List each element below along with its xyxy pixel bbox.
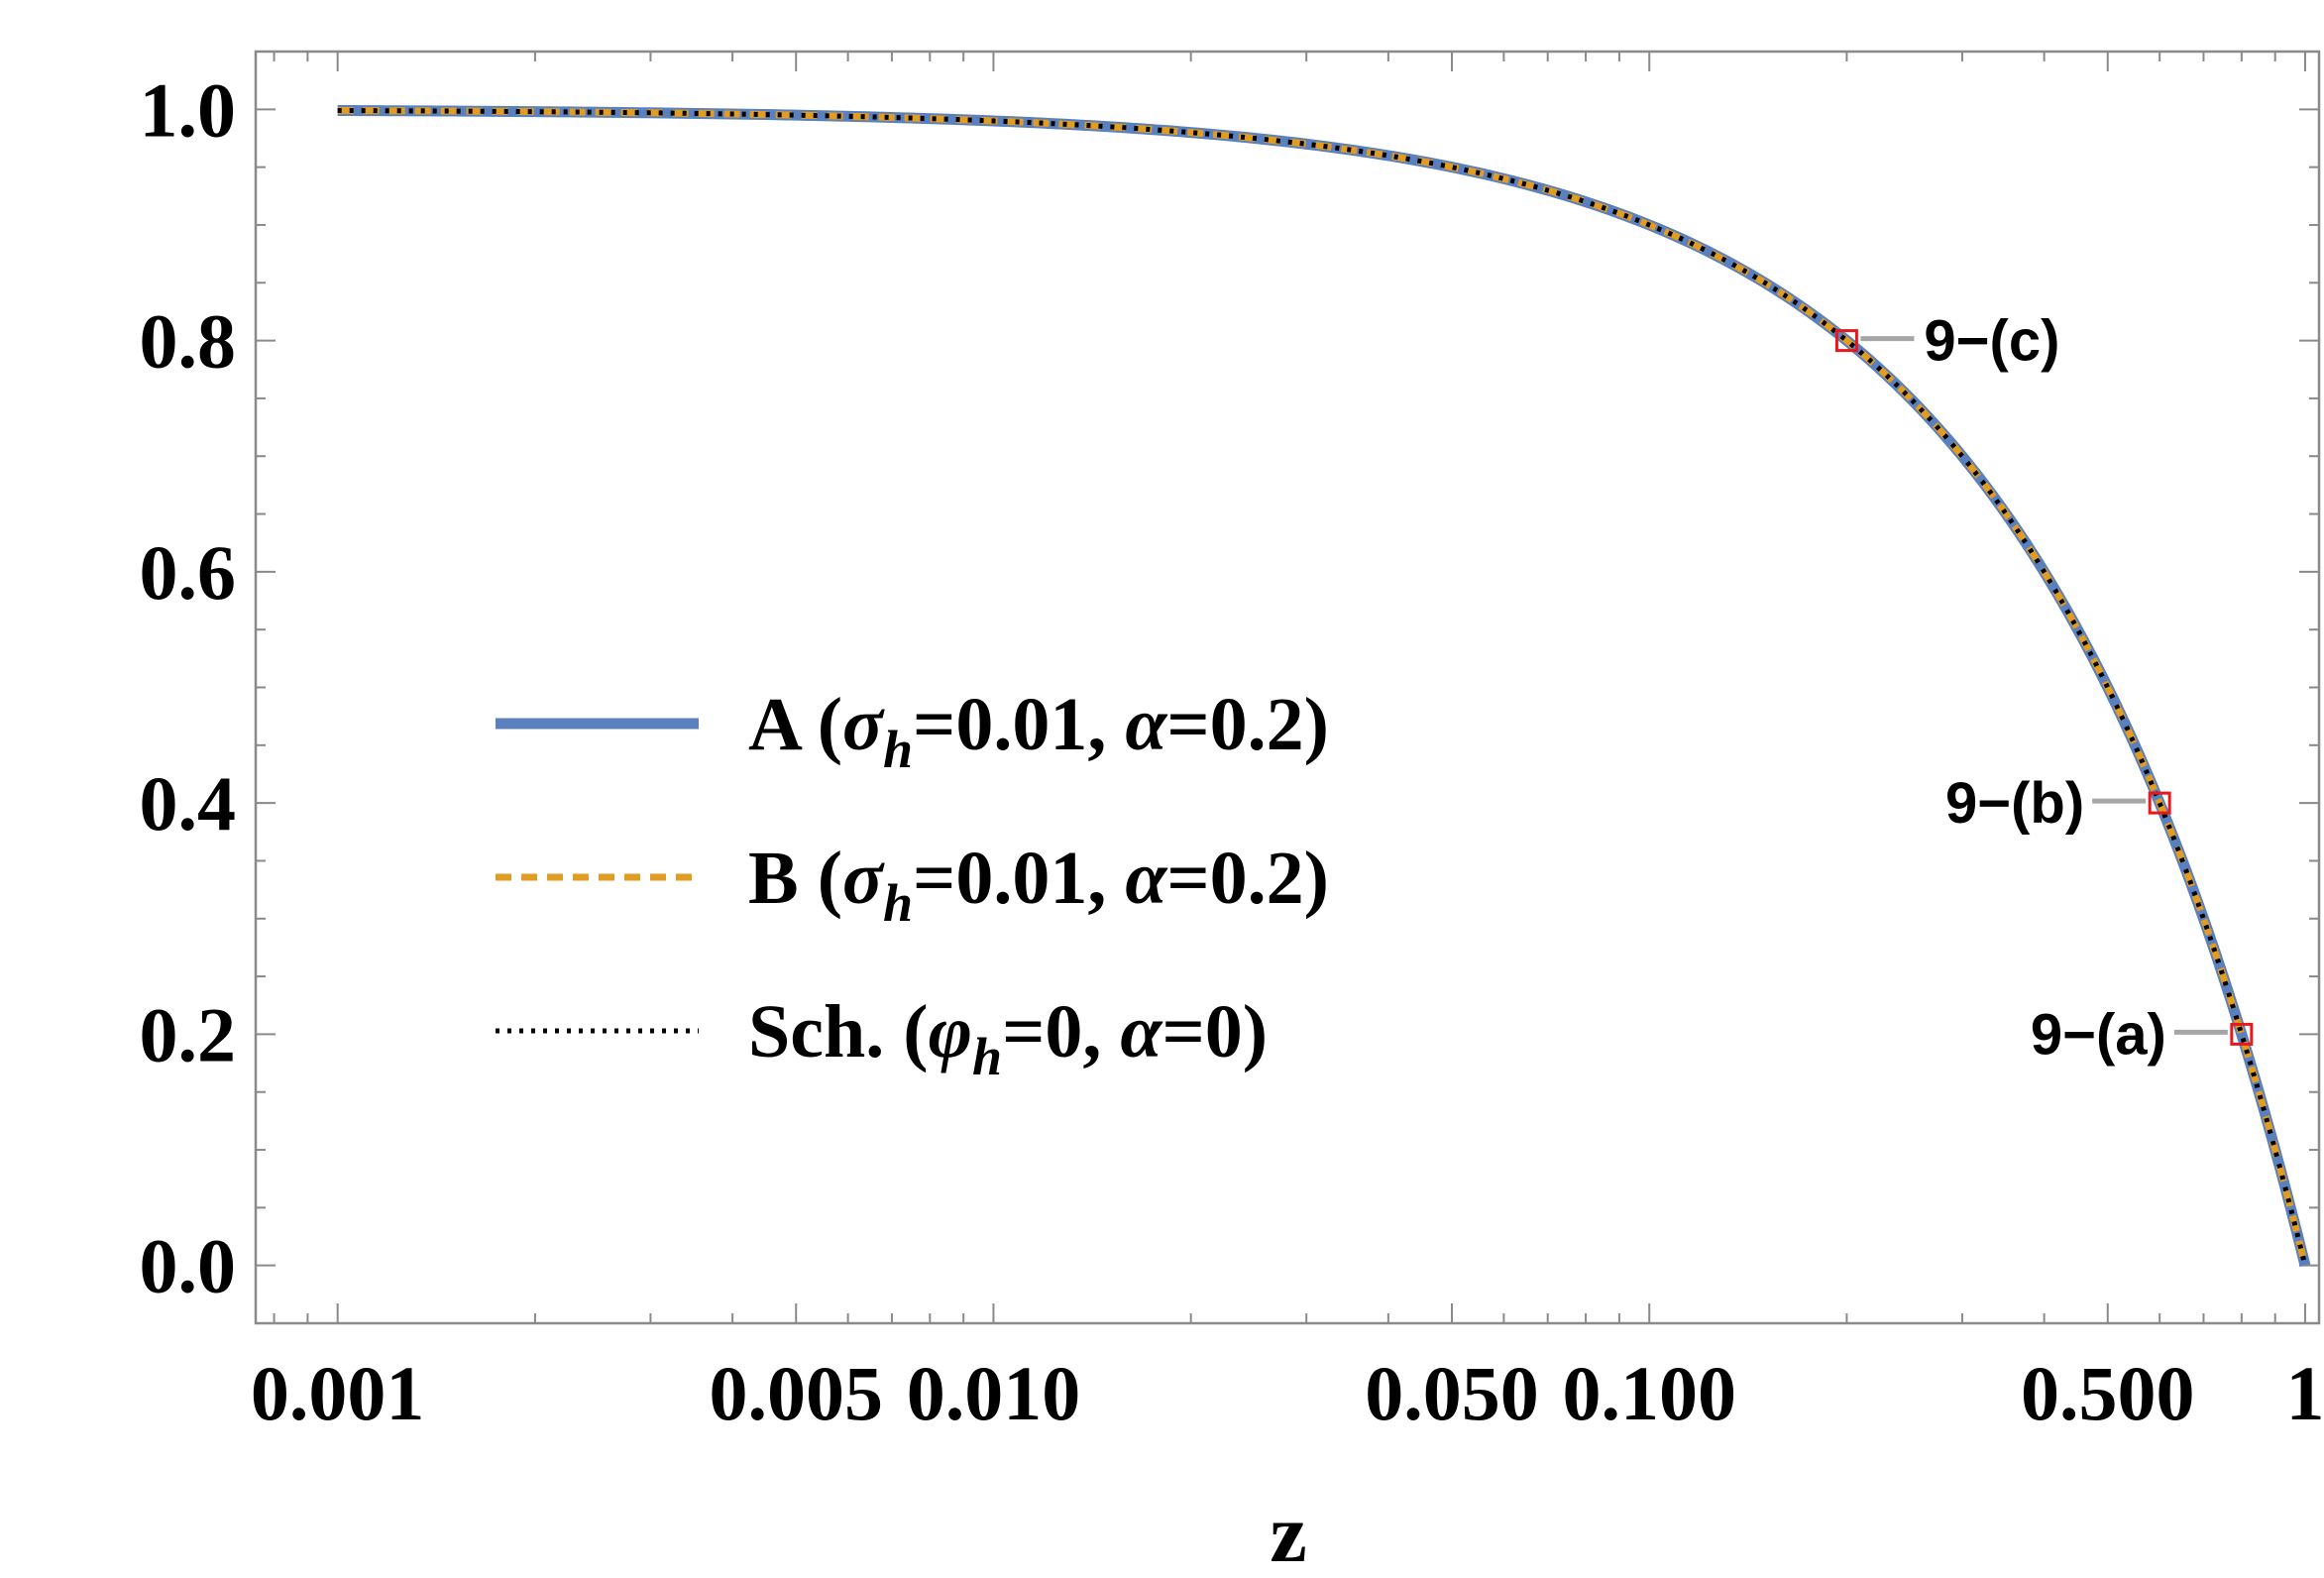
x-tick-label: 0.005 bbox=[709, 1350, 883, 1436]
y-tick-label: 1.0 bbox=[140, 66, 237, 153]
y-tick-label: 0.0 bbox=[140, 1223, 237, 1309]
x-tick-label: 0.050 bbox=[1365, 1350, 1539, 1436]
x-tick-label: 0.010 bbox=[907, 1350, 1081, 1436]
annotation-label: 9−(c) bbox=[1924, 309, 2059, 374]
y-tick-label: 0.6 bbox=[140, 529, 237, 616]
x-tick-label: 0.500 bbox=[2021, 1350, 2195, 1436]
annotation: 9−(a) bbox=[2031, 1002, 2252, 1067]
x-axis-title: z bbox=[1270, 1488, 1306, 1573]
legend-label: Sch. (φh=0, α=0) bbox=[748, 990, 1268, 1086]
annotation-label: 9−(b) bbox=[1945, 771, 2084, 836]
y-tick-label: 0.8 bbox=[140, 298, 237, 385]
x-tick-label: 1 bbox=[2285, 1350, 2324, 1436]
legend: A (σh=0.01, α=0.2) B (σh=0.01, α=0.2) Sch.… bbox=[496, 683, 1329, 1086]
y-tick-label: 0.2 bbox=[140, 991, 237, 1077]
x-tick-label: 0.001 bbox=[251, 1350, 425, 1436]
annotation-layer: 9−(c) 9−(b) 9−(a) bbox=[1836, 309, 2251, 1068]
y-tick-label: 0.4 bbox=[140, 760, 237, 846]
legend-label: A (σh=0.01, α=0.2) bbox=[748, 683, 1329, 779]
annotation-label: 9−(a) bbox=[2031, 1002, 2166, 1067]
x-tick-label: 0.100 bbox=[1562, 1350, 1736, 1436]
annotation: 9−(b) bbox=[1945, 771, 2169, 836]
legend-label: B (σh=0.01, α=0.2) bbox=[748, 837, 1329, 933]
